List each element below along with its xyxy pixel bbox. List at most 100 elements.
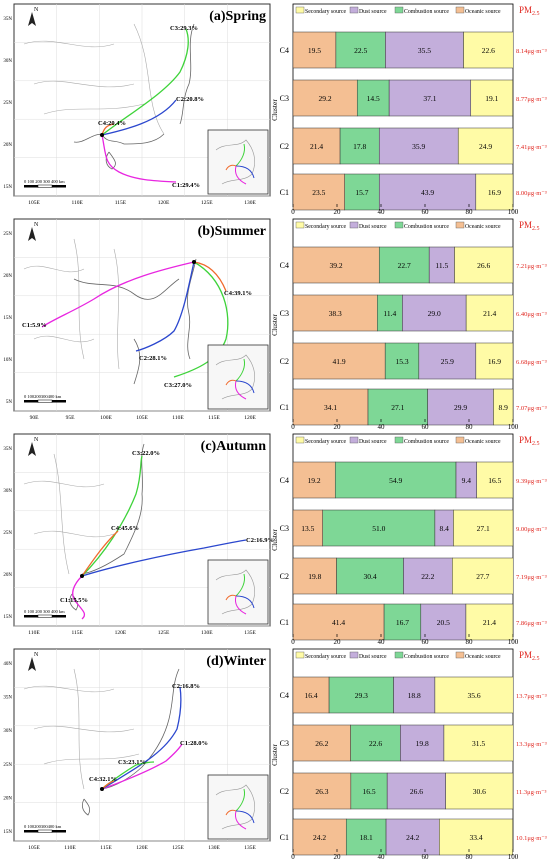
- bar-segment-dust-c4: [385, 31, 464, 69]
- stacked-bar-chart: Secondary source Dust source Combustion so…: [270, 433, 547, 645]
- data-label-secondary-c1: 16.9: [488, 188, 501, 197]
- trajectory-label-c1: C1:28.0%: [180, 740, 208, 747]
- bar-segment-combustion-c1: [345, 818, 387, 856]
- data-label-secondary-c4: 16.5: [488, 476, 501, 485]
- legend-label-oceanic: Oceanic source: [465, 224, 501, 230]
- bar-segment-secondary-c3: [470, 79, 514, 117]
- x-tick-label: 0: [291, 208, 295, 215]
- category-label-c3: C3: [280, 94, 289, 103]
- stacked-bar-chart: Secondary source Dust source Combustion so…: [270, 648, 547, 860]
- pm25-value-c1: 8.00μg·m⁻³: [516, 190, 547, 197]
- bar-segment-secondary-c4: [434, 676, 514, 714]
- panel-4: N (d)Winter C1:28.0% C2:16.8% C3:23.1% C4:32.…: [3, 648, 547, 860]
- bar-segment-oceanic-c1: [292, 388, 369, 426]
- map-title: (b)Summer: [198, 224, 266, 239]
- x-tick-label: 80: [466, 853, 474, 860]
- latitude-tick: 30N: [3, 729, 12, 734]
- latitude-tick: 15N: [3, 615, 12, 620]
- chart-legend: Secondary source Dust source Combustion so…: [295, 221, 501, 230]
- bar-segment-combustion-c1: [383, 603, 422, 641]
- category-label-c2: C2: [280, 357, 289, 366]
- longitude-tick: 110E: [71, 200, 83, 206]
- bar-segment-dust-c3: [388, 79, 472, 117]
- legend-label-oceanic: Oceanic source: [465, 439, 501, 445]
- bar-segment-secondary-c2: [475, 342, 514, 380]
- north-label: N: [34, 7, 39, 13]
- trajectory-c4: [193, 261, 227, 292]
- data-label-dust-c4: 18.8: [408, 691, 421, 700]
- trajectory-c3: [101, 761, 155, 790]
- north-label: N: [34, 222, 39, 228]
- pm25-value-c3: 8.77μg·m⁻³: [516, 96, 547, 103]
- category-label-c2: C2: [280, 787, 289, 796]
- trajectory-c2: [135, 261, 195, 352]
- longitude-tick: 105E: [28, 200, 40, 206]
- pm25-value-c1: 7.86μg·m⁻³: [516, 620, 547, 627]
- bar-segment-oceanic-c2: [292, 557, 337, 595]
- data-label-secondary-c1: 8.9: [499, 403, 509, 412]
- data-label-combustion-c2: 15.3: [395, 357, 408, 366]
- pm25-value-c4: 8.14μg·m⁻³: [516, 48, 547, 55]
- trajectory-c1: [41, 261, 195, 328]
- bar-segment-combustion-c3: [322, 509, 436, 547]
- data-label-dust-c2: 22.2: [421, 572, 434, 581]
- trajectory-map: N (c)Autumn C1:15.5% C2:16.9% C3:22.0% C4:45.…: [13, 433, 274, 627]
- panel-2: N (b)Summer C1:5.9% C2:28.1% C3:27.0% C4:39.1…: [3, 218, 547, 430]
- data-label-combustion-c3: 11.4: [383, 309, 396, 318]
- trajectory-c2: [81, 539, 247, 577]
- latitude-tick: 25N: [3, 531, 12, 536]
- data-label-dust-c4: 9.4: [462, 476, 472, 485]
- y-axis-title: Cluster: [270, 744, 279, 766]
- bar-segment-secondary-c2: [457, 127, 514, 165]
- pm25-value-c2: 7.41μg·m⁻³: [516, 144, 547, 151]
- category-label-c1: C1: [280, 188, 289, 197]
- bar-segment-oceanic-c2: [292, 127, 341, 165]
- legend-swatch-dust: [349, 6, 359, 14]
- data-label-combustion-c1: 16.7: [396, 618, 409, 627]
- legend-label-dust: Dust source: [359, 224, 387, 230]
- trajectory-map: N (d)Winter C1:28.0% C2:16.8% C3:23.1% C4:32.…: [13, 648, 271, 842]
- legend-label-combustion: Combustion source: [404, 9, 449, 15]
- bar-segment-oceanic-c2: [292, 772, 352, 810]
- bar-segment-secondary-c4: [476, 461, 514, 499]
- trajectory-label-c3: C3:27.0%: [164, 382, 192, 389]
- bar-segment-secondary-c3: [443, 724, 514, 762]
- stacked-bar-chart: Secondary source Dust source Combustion so…: [270, 3, 547, 215]
- y-axis-title: Cluster: [270, 99, 279, 121]
- legend-swatch-combustion: [394, 6, 404, 14]
- data-label-combustion-c1: 18.1: [360, 833, 373, 842]
- x-tick-label: 80: [466, 638, 474, 645]
- panel-3: N (c)Autumn C1:15.5% C2:16.9% C3:22.0% C4:45.…: [3, 433, 547, 645]
- latitude-tick: 30N: [3, 489, 12, 494]
- pm25-value-c2: 6.68μg·m⁻³: [516, 359, 547, 366]
- legend-swatch-oceanic: [455, 221, 465, 229]
- longitude-tick: 110E: [64, 845, 76, 851]
- data-label-dust-c4: 35.5: [418, 46, 431, 55]
- longitude-tick: 90E: [30, 415, 40, 421]
- data-label-dust-c2: 25.9: [441, 357, 454, 366]
- data-label-dust-c2: 26.6: [410, 787, 423, 796]
- data-label-oceanic-c1: 23.5: [312, 188, 325, 197]
- scale-bar-label: 0 100200300400 km: [24, 394, 62, 399]
- category-label-c1: C1: [280, 618, 289, 627]
- data-label-combustion-c3: 22.6: [369, 739, 382, 748]
- pm25-header-subscript: 2.5: [532, 656, 540, 662]
- bar-segment-secondary-c1: [439, 818, 514, 856]
- legend-swatch-secondary: [295, 6, 305, 14]
- map-coastline: [73, 258, 197, 385]
- legend-swatch-secondary: [295, 221, 305, 229]
- data-label-secondary-c1: 33.4: [469, 833, 482, 842]
- data-label-oceanic-c1: 34.1: [324, 403, 337, 412]
- x-tick-label: 100: [508, 638, 519, 645]
- trajectory-label-c3: C3:22.0%: [132, 450, 160, 457]
- trajectory-label-c1: C1:29.4%: [172, 182, 200, 189]
- data-label-secondary-c4: 26.6: [477, 261, 490, 270]
- data-label-combustion-c4: 29.3: [355, 691, 368, 700]
- receptor-site-marker: [100, 133, 104, 137]
- longitude-tick: 130E: [201, 630, 213, 636]
- longitude-tick: 135E: [244, 845, 256, 851]
- bar-segment-combustion-c4: [378, 246, 430, 284]
- bar-segment-dust-c4: [428, 246, 455, 284]
- longitude-tick: 95E: [66, 415, 76, 421]
- latitude-tick: 25N: [3, 763, 12, 768]
